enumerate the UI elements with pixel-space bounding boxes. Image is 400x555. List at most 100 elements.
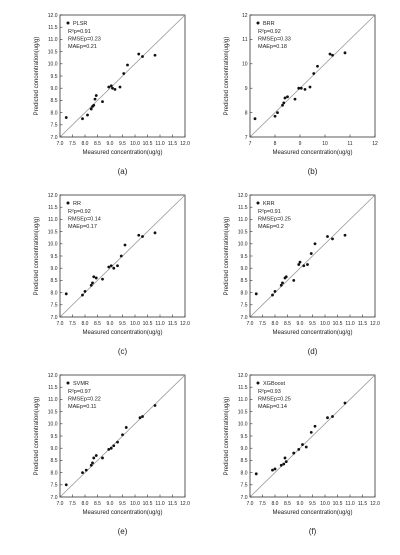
x-tick-label: 7.5 xyxy=(69,321,76,327)
y-tick-label: 10.5 xyxy=(48,409,58,415)
legend-r2: R²p=0.92 xyxy=(68,209,91,215)
data-point xyxy=(292,279,296,282)
y-tick-label: 7.0 xyxy=(51,315,58,321)
x-tick-label: 7.0 xyxy=(57,501,64,507)
y-tick-label: 11.0 xyxy=(238,397,248,403)
x-axis-label: Measured concentration(ug/g) xyxy=(82,150,162,156)
x-tick-label: 8.5 xyxy=(94,321,101,327)
x-tick-label: 7.5 xyxy=(69,141,76,147)
x-axis-label: Measured concentration(ug/g) xyxy=(82,510,162,516)
legend-r2: R²p=0.91 xyxy=(258,209,281,215)
y-tick-label: 11.0 xyxy=(238,217,248,223)
data-point xyxy=(107,85,111,89)
legend-name: XGBoost xyxy=(263,381,285,387)
chart-panel-4: 7.0 7.5 8.0 8.5 9.0 9.5 10.0 10.5 11.0 11.5 12.07.… xyxy=(224,193,380,356)
data-point xyxy=(281,103,284,107)
y-tick-label: 9.0 xyxy=(51,266,58,272)
legend-r2: R²p=0.92 xyxy=(258,29,281,35)
data-point xyxy=(297,263,301,266)
data-point xyxy=(89,107,93,111)
y-tick-label: 10.0 xyxy=(238,242,248,248)
y-tick-label: 10.0 xyxy=(48,62,58,68)
chart-panel-2: 7 8 9 10 11 12 7 8 9 10 11 12 Measured concentration… xyxy=(224,13,378,176)
data-point xyxy=(282,462,286,466)
legend-marker xyxy=(66,381,70,385)
y-tick-label: 8.5 xyxy=(241,278,248,284)
x-tick-label: 12.0 xyxy=(370,501,380,507)
x-tick-label: 11.0 xyxy=(345,501,355,507)
data-point xyxy=(141,235,144,238)
y-tick-label: 9.0 xyxy=(51,446,58,452)
x-axis-label: Measured concentration(ug/g) xyxy=(272,330,352,336)
data-point xyxy=(279,463,283,467)
data-point xyxy=(109,446,113,450)
y-tick-label: 10.0 xyxy=(48,422,58,428)
legend-r2: R²p=0.93 xyxy=(258,389,281,395)
y-axis-label: Predicted concentration(ug/g) xyxy=(224,217,230,296)
y-tick-label: 11.5 xyxy=(238,205,248,211)
data-point xyxy=(254,472,258,476)
data-point xyxy=(83,289,87,293)
y-tick-label: 11.0 xyxy=(48,397,58,403)
data-point xyxy=(331,415,334,418)
x-tick-label: 7 xyxy=(249,141,252,147)
panel-label: (c) xyxy=(118,347,128,356)
data-point xyxy=(299,86,303,90)
x-tick-label: 12.0 xyxy=(180,501,190,507)
chart-panel-1: 7.0 7.5 8.0 8.5 9.0 9.5 10.0 10.5 11.0 11.5 12.07.… xyxy=(34,13,190,176)
x-tick-label: 8.0 xyxy=(82,501,89,507)
data-point xyxy=(316,64,319,68)
y-tick-label: 12.0 xyxy=(238,373,248,379)
y-tick-label: 7.5 xyxy=(241,303,248,309)
x-tick-label: 12.0 xyxy=(180,141,190,147)
data-point xyxy=(94,94,98,97)
x-tick-label: 7.0 xyxy=(57,141,64,147)
y-tick-label: 10.0 xyxy=(238,422,248,428)
data-point xyxy=(283,456,287,460)
data-point xyxy=(116,264,119,268)
data-point xyxy=(276,111,279,114)
y-tick-label: 7.5 xyxy=(51,303,58,309)
data-point xyxy=(271,468,274,472)
data-point xyxy=(304,445,308,449)
panel-label: (a) xyxy=(118,167,128,176)
data-point xyxy=(254,292,258,296)
data-point xyxy=(124,426,128,429)
legend-rmse: RMSEp=0.33 xyxy=(258,37,291,43)
x-tick-label: 7.0 xyxy=(57,321,64,327)
y-tick-label: 10.5 xyxy=(238,229,248,235)
x-tick-label: 8.0 xyxy=(272,501,279,507)
legend-mae: MAEp=0.18 xyxy=(258,44,287,50)
data-point xyxy=(313,424,317,428)
legend-mae: MAEp=0.2 xyxy=(258,224,284,230)
x-tick-label: 11.0 xyxy=(345,321,355,327)
y-tick-label: 7.0 xyxy=(51,135,58,141)
y-tick-label: 8.0 xyxy=(241,290,248,296)
y-tick-label: 8.0 xyxy=(241,470,248,476)
x-tick-label: 9.5 xyxy=(119,321,126,327)
y-tick-label: 10.5 xyxy=(238,409,248,415)
data-point xyxy=(101,456,104,460)
data-point xyxy=(84,468,88,472)
data-point xyxy=(309,252,313,255)
data-point xyxy=(141,415,144,418)
x-tick-label: 9.0 xyxy=(107,141,114,147)
data-point xyxy=(92,456,96,460)
data-point xyxy=(81,471,84,474)
data-point xyxy=(109,264,113,268)
data-point xyxy=(113,88,117,91)
data-point xyxy=(141,55,144,58)
data-point xyxy=(284,460,288,464)
y-tick-label: 12.0 xyxy=(48,373,58,379)
x-tick-label: 11.5 xyxy=(168,141,178,147)
legend-marker xyxy=(256,21,260,25)
data-point xyxy=(107,448,111,451)
data-point xyxy=(81,293,84,297)
y-tick-label: 8.5 xyxy=(51,458,58,464)
data-point xyxy=(326,235,329,238)
y-axis-label: Predicted concentration(ug/g) xyxy=(34,37,40,116)
y-tick-label: 12.0 xyxy=(238,193,248,199)
x-tick-label: 12 xyxy=(372,141,378,147)
chart-panel-6: 7.0 7.5 8.0 8.5 9.0 9.5 10.0 10.5 11.0 11.5 12.07.… xyxy=(224,373,380,536)
